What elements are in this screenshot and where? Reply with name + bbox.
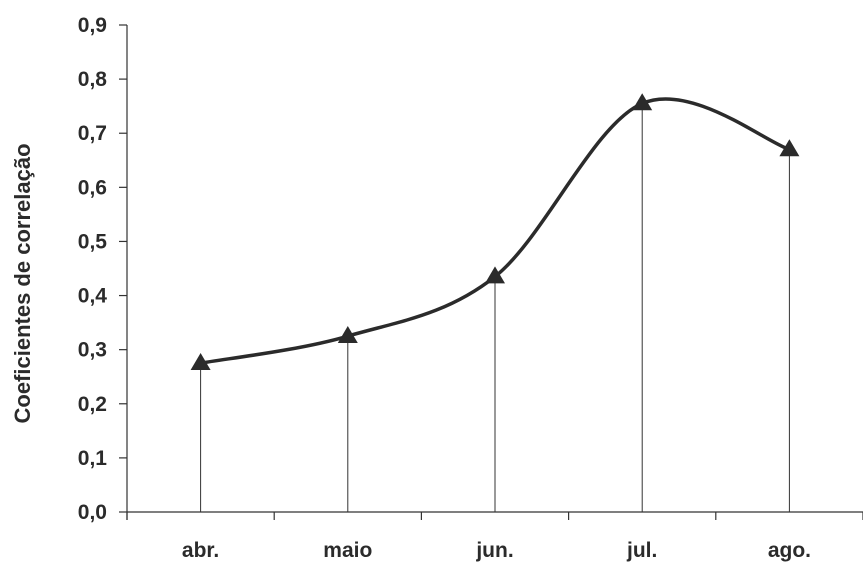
y-tick-labels: 0,0 0,1 0,2 0,3 0,4 0,5 0,6 0,7 0,8 0,9 [78,14,108,524]
x-tick-label: abr. [182,539,219,562]
y-tick-label: 0,0 [78,501,107,524]
y-tick-label: 0,9 [78,14,107,37]
x-tick-labels: abr. maio jun. jul. ago. [182,539,811,562]
drop-lines [200,103,790,512]
data-point-marker [632,93,653,111]
series [198,97,792,365]
y-tick-label: 0,5 [78,230,108,253]
data-point-marker [337,325,358,343]
y-tick-label: 0,2 [78,393,107,416]
x-tick-label: maio [323,539,372,562]
axes [119,24,863,520]
y-tick-label: 0,4 [78,285,108,308]
y-axis-title: Coeficientes de correlação [10,143,35,423]
y-tick-label: 0,6 [78,176,107,199]
y-tick-label: 0,7 [78,122,107,145]
y-tick-label: 0,1 [78,447,108,470]
data-point-marker [190,352,211,370]
x-tick-label: ago. [768,539,811,562]
x-tick-label: jun. [475,539,513,562]
y-tick-label: 0,3 [78,339,107,362]
data-point-marker [779,139,800,157]
markers [190,93,800,370]
y-tick-label: 0,8 [78,68,108,91]
series-line [198,97,792,365]
data-point-marker [485,266,505,284]
x-tick-label: jul. [626,539,657,562]
